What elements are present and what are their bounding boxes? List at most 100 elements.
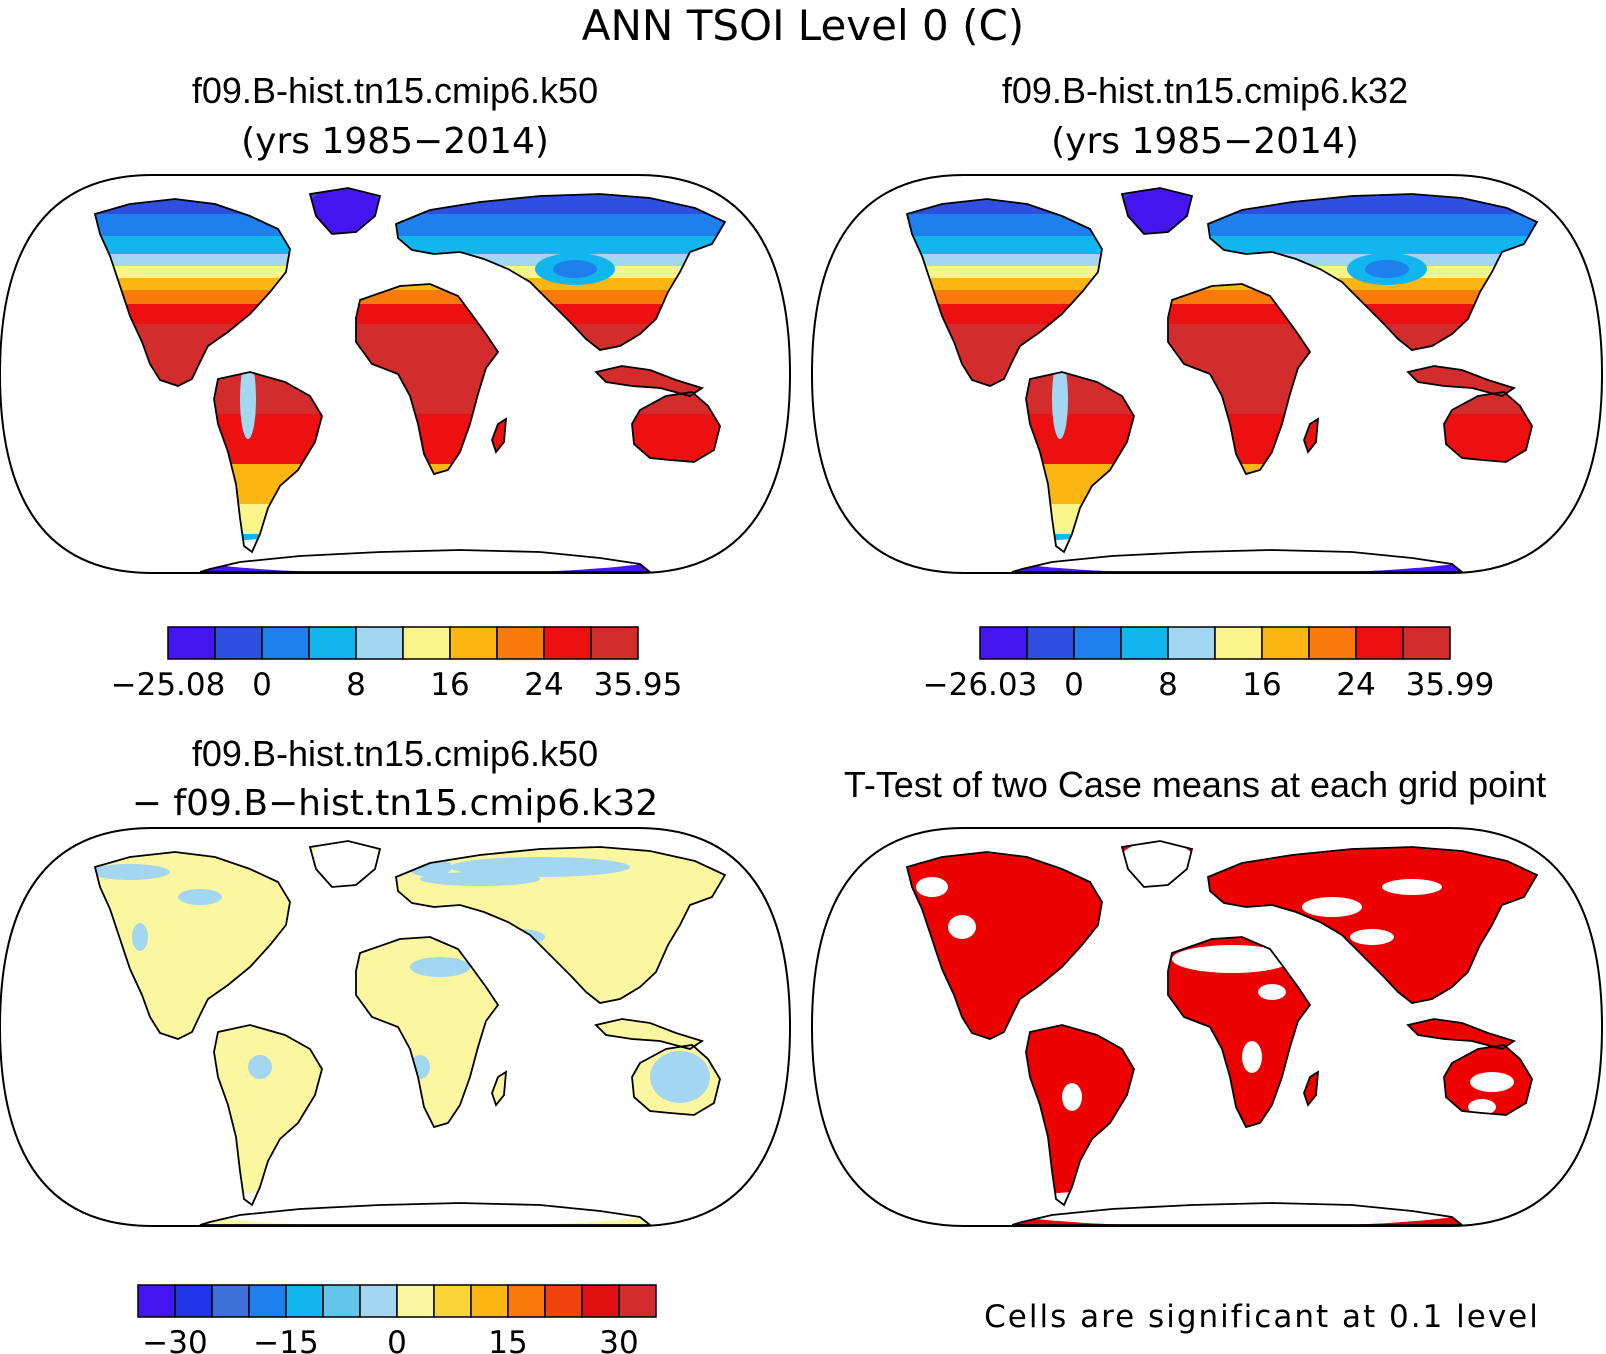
land-fill bbox=[907, 188, 1537, 572]
land-fill bbox=[907, 841, 1537, 1225]
map-color-band bbox=[907, 324, 1537, 414]
colorbar-difference-tick-0: 0 bbox=[387, 1325, 407, 1354]
colorbar-box bbox=[590, 626, 639, 660]
not-significant-patch bbox=[1172, 945, 1292, 973]
panel-case1: f09.B-hist.tn15.cmip6.k50 (yrs 1985−2014… bbox=[0, 70, 792, 703]
panel-case2-title: f09.B-hist.tn15.cmip6.k32 bbox=[1002, 70, 1408, 111]
map-difference-field bbox=[94, 840, 726, 1226]
colorbar-box bbox=[1073, 626, 1122, 660]
colorbar-box bbox=[285, 1284, 324, 1318]
map-color-band bbox=[907, 236, 1537, 254]
diff-cool-patch bbox=[248, 1055, 272, 1079]
colorbar-case2-tick-16: 16 bbox=[1242, 667, 1281, 703]
panel-case1-title: f09.B-hist.tn15.cmip6.k50 bbox=[192, 70, 598, 111]
panel-ttest-note: Cells are significant at 0.1 level bbox=[984, 1299, 1540, 1335]
colorbar-case2-tick-0: 0 bbox=[1064, 667, 1084, 703]
not-significant-patch bbox=[1062, 1083, 1082, 1111]
colorbar-difference-boxes bbox=[137, 1284, 657, 1318]
colorbar-box bbox=[581, 1284, 620, 1318]
panel-difference-title: f09.B-hist.tn15.cmip6.k50 bbox=[192, 733, 598, 774]
antarctica-blank bbox=[987, 1187, 1487, 1225]
colorbar-box bbox=[248, 1284, 287, 1318]
colorbar-difference: −30 −15 0 15 30 bbox=[137, 1284, 657, 1354]
colorbar-box bbox=[402, 626, 451, 660]
tibet-core-region bbox=[553, 260, 597, 278]
colorbar-box bbox=[137, 1284, 176, 1318]
andes-region bbox=[1052, 359, 1068, 439]
map-color-band bbox=[95, 304, 725, 324]
not-significant-patch bbox=[1468, 1099, 1496, 1115]
colorbar-difference-tick-15: 15 bbox=[488, 1325, 527, 1354]
antarctica-blank bbox=[987, 534, 1487, 572]
colorbar-case1-tick-16: 16 bbox=[430, 667, 469, 703]
map-color-band bbox=[907, 504, 1537, 534]
colorbar-case1-min: −25.08 bbox=[111, 667, 226, 703]
map-difference bbox=[0, 827, 792, 1227]
greenland-blank bbox=[1117, 841, 1197, 889]
colorbar-case1-boxes bbox=[167, 626, 639, 660]
map-color-band bbox=[907, 290, 1537, 304]
colorbar-box bbox=[322, 1284, 361, 1318]
map-ttest bbox=[810, 827, 1604, 1227]
colorbar-difference-tick-30: 30 bbox=[599, 1325, 638, 1354]
not-significant-patch bbox=[1302, 897, 1362, 917]
colorbar-box bbox=[214, 626, 263, 660]
colorbar-box bbox=[1261, 626, 1310, 660]
colorbar-box bbox=[174, 1284, 213, 1318]
panel-case2: f09.B-hist.tn15.cmip6.k32 (yrs 1985−2014… bbox=[810, 70, 1604, 703]
colorbar-box bbox=[433, 1284, 472, 1318]
not-significant-patch bbox=[1242, 1041, 1262, 1073]
map-color-band bbox=[907, 464, 1537, 504]
colorbar-box bbox=[308, 626, 357, 660]
map-color-band bbox=[95, 464, 725, 504]
colorbar-case1-tick-24: 24 bbox=[524, 667, 563, 703]
map-case1 bbox=[0, 174, 792, 574]
map-color-band bbox=[95, 841, 725, 1225]
andes-region bbox=[240, 359, 256, 439]
colorbar-box bbox=[1355, 626, 1404, 660]
colorbar-box bbox=[1402, 626, 1451, 660]
not-significant-patch bbox=[1382, 879, 1442, 895]
panel-difference: f09.B-hist.tn15.cmip6.k50 − f09.B−hist.t… bbox=[0, 733, 792, 1354]
colorbar-case1-max: 35.95 bbox=[594, 667, 683, 703]
map-ttest-frame bbox=[810, 827, 1604, 1227]
antarctica-blank bbox=[175, 534, 675, 572]
map-color-band bbox=[907, 254, 1537, 266]
map-color-band bbox=[907, 304, 1537, 324]
figure-title: ANN TSOI Level 0 (C) bbox=[582, 1, 1024, 50]
map-case2-field bbox=[906, 187, 1538, 573]
greenland-ice bbox=[305, 188, 385, 236]
not-significant-patch bbox=[1350, 929, 1394, 945]
colorbar-box bbox=[544, 1284, 583, 1318]
colorbar-difference-tick-neg15: −15 bbox=[253, 1325, 318, 1354]
colorbar-box bbox=[1167, 626, 1216, 660]
colorbar-box bbox=[359, 1284, 398, 1318]
colorbar-box bbox=[618, 1284, 657, 1318]
map-color-band bbox=[95, 324, 725, 414]
colorbar-box bbox=[396, 1284, 435, 1318]
colorbar-difference-tick-neg30: −30 bbox=[142, 1325, 207, 1354]
map-case1-field bbox=[94, 187, 726, 573]
map-color-band bbox=[95, 290, 725, 304]
colorbar-box bbox=[470, 1284, 509, 1318]
greenland-ice bbox=[1117, 188, 1197, 236]
colorbar-case1-tick-0: 0 bbox=[252, 667, 272, 703]
map-color-band bbox=[95, 214, 725, 236]
colorbar-box bbox=[1308, 626, 1357, 660]
colorbar-case2-min: −26.03 bbox=[923, 667, 1038, 703]
colorbar-box bbox=[1120, 626, 1169, 660]
not-significant-patch bbox=[1258, 984, 1286, 1000]
colorbar-box bbox=[496, 626, 545, 660]
panel-case2-subtitle: (yrs 1985−2014) bbox=[1051, 121, 1359, 162]
colorbar-box bbox=[1026, 626, 1075, 660]
colorbar-box bbox=[543, 626, 592, 660]
diff-cool-patch bbox=[410, 957, 470, 977]
map-color-band bbox=[95, 414, 725, 464]
panel-ttest-title: T-Test of two Case means at each grid po… bbox=[844, 764, 1546, 805]
diff-cool-patch bbox=[650, 1051, 710, 1103]
colorbar-case2: −26.03 0 8 16 24 35.99 bbox=[923, 626, 1494, 703]
land-fill bbox=[95, 188, 725, 572]
colorbar-box bbox=[1214, 626, 1263, 660]
colorbar-box bbox=[211, 1284, 250, 1318]
